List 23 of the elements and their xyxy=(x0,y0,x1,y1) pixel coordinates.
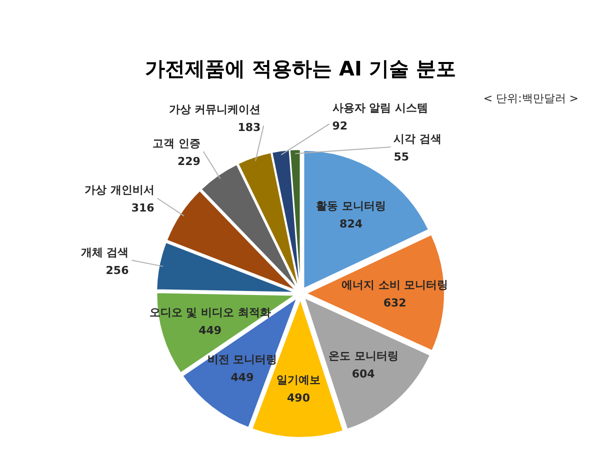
text: < 단위:백만달러 > xyxy=(483,92,579,105)
data-label: 490 xyxy=(287,391,310,404)
data-label: 604 xyxy=(352,367,376,380)
slice-label: 개체 검색 xyxy=(80,246,129,259)
data-label: 449 xyxy=(198,324,222,337)
slice-label: 일기예보 xyxy=(276,373,320,386)
data-label: 183 xyxy=(238,120,261,134)
slice-label: 가상 커뮤니케이션 xyxy=(168,102,261,116)
data-label: 824 xyxy=(340,217,363,230)
data-label: 316 xyxy=(131,202,155,215)
data-label: 449 xyxy=(230,371,254,384)
chart-title: 가전제품에 적용하는 AI 기술 분포 xyxy=(145,56,456,80)
data-label: 229 xyxy=(177,155,200,168)
slice-label: 온도 모니터링 xyxy=(328,349,398,362)
slice-label: 사용자 알림 시스템 xyxy=(332,101,428,114)
slice-label: 고객 인증 xyxy=(152,137,200,150)
data-label: 256 xyxy=(106,264,130,277)
data-label: 92 xyxy=(332,119,348,132)
slice-label: 시각 검색 xyxy=(394,132,442,146)
data-label: 55 xyxy=(394,150,410,164)
data-label: 632 xyxy=(383,296,406,310)
slice-label: 활동 모니터링 xyxy=(316,199,386,212)
slice-label: 가상 개인비서 xyxy=(84,184,154,197)
